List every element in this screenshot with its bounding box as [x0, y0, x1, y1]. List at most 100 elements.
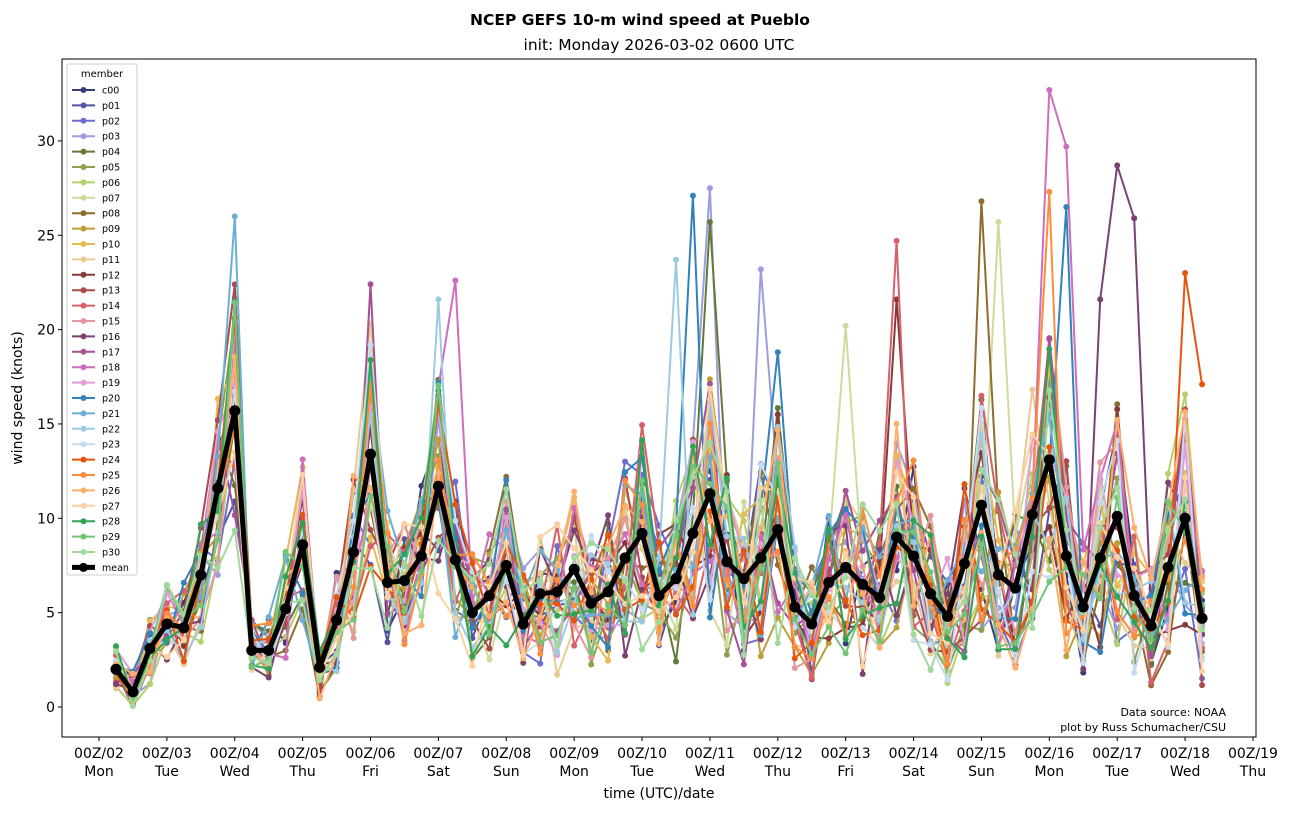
point-p25 [825, 593, 832, 600]
mean-point [857, 578, 869, 590]
point-p20 [299, 590, 306, 597]
mean-point [755, 552, 767, 564]
x-tick-label-day: Thu [288, 764, 315, 780]
point-p29 [197, 602, 204, 609]
point-p17 [1148, 653, 1155, 660]
point-p16 [1097, 296, 1104, 303]
point-p30 [639, 646, 646, 653]
mean-point [568, 563, 580, 575]
point-p12 [1182, 621, 1189, 628]
legend-title: member [81, 69, 124, 80]
point-p22 [639, 618, 646, 625]
legend-swatch-marker [80, 133, 87, 140]
point-p14 [978, 392, 985, 399]
point-p24 [656, 539, 663, 546]
point-p30 [740, 652, 747, 659]
legend-label: p09 [102, 224, 120, 235]
legend-label: p24 [102, 455, 120, 466]
point-p20 [978, 522, 985, 529]
point-p30 [537, 577, 544, 584]
point-p30 [316, 677, 323, 684]
point-p30 [774, 640, 781, 647]
point-p27 [740, 599, 747, 606]
point-p27 [808, 579, 815, 586]
point-p29 [961, 611, 968, 618]
x-tick-label-day: Fri [837, 764, 854, 780]
legend-item-p01: p01 [72, 101, 120, 112]
mean-point [653, 590, 665, 602]
point-p26 [1063, 646, 1070, 653]
point-p28 [876, 604, 883, 611]
legend-label: p08 [102, 209, 120, 220]
point-p07 [740, 498, 747, 505]
point-p08 [1114, 401, 1121, 408]
x-axis-label: time (UTC)/date [603, 786, 714, 802]
legend-swatch-marker [80, 379, 87, 386]
point-p18 [791, 581, 798, 588]
x-tick-label-day: Tue [154, 764, 179, 780]
legend-swatch-marker [80, 287, 87, 294]
mean-point [246, 644, 258, 656]
legend-label: p10 [102, 240, 120, 251]
point-p30 [418, 613, 425, 620]
point-p22 [757, 604, 764, 611]
point-p30 [876, 527, 883, 534]
legend-label: p29 [102, 532, 120, 543]
point-p28 [893, 600, 900, 607]
legend-swatch-marker [80, 256, 87, 263]
point-p09 [893, 624, 900, 631]
legend-label: p15 [102, 317, 120, 328]
point-p20 [1012, 616, 1019, 623]
mean-point [110, 663, 122, 675]
point-p05 [978, 627, 985, 634]
point-p19 [689, 438, 696, 445]
point-p30 [333, 650, 340, 657]
plot-frame [61, 58, 1257, 738]
point-p29 [995, 643, 1002, 650]
legend-label: p30 [102, 548, 120, 559]
point-p28 [1131, 619, 1138, 626]
point-p09 [774, 614, 781, 621]
legend-swatch-marker [80, 348, 87, 355]
point-p29 [876, 638, 883, 645]
y-tick-label: 0 [46, 700, 55, 716]
mean-point [958, 558, 970, 570]
point-p20 [689, 192, 696, 199]
point-p30 [808, 592, 815, 599]
point-p30 [384, 624, 391, 631]
point-p22 [605, 560, 612, 567]
point-p04 [672, 658, 679, 665]
point-p16 [1165, 479, 1172, 486]
x-tick-label-time: 00Z/09 [549, 746, 599, 762]
point-p28 [1046, 346, 1053, 353]
legend-label: p28 [102, 517, 120, 528]
point-p25 [163, 610, 170, 617]
point-p20 [1182, 610, 1189, 617]
x-tick-label-day: Wed [1170, 764, 1201, 780]
x-tick-label-day: Thu [1239, 764, 1266, 780]
point-p07 [995, 219, 1002, 226]
legend-item-p11: p11 [72, 255, 120, 266]
mean-point [280, 603, 292, 615]
point-p10 [367, 534, 374, 541]
legend-item-p03: p03 [72, 132, 120, 143]
point-p21 [265, 613, 272, 620]
point-p24 [723, 604, 730, 611]
point-p19 [757, 540, 764, 547]
legend-swatch-marker [80, 148, 87, 155]
point-p23 [995, 588, 1002, 595]
point-p28 [825, 526, 832, 533]
x-tick-label-day: Sun [493, 764, 520, 780]
mean-point [1162, 561, 1174, 573]
legend-item-p21: p21 [72, 409, 120, 420]
point-p28 [639, 437, 646, 444]
point-p13 [486, 645, 493, 652]
point-p30 [435, 537, 442, 544]
legend-label: p12 [102, 270, 120, 281]
point-p26 [656, 640, 663, 647]
point-p16 [1114, 162, 1121, 169]
point-p29 [1080, 571, 1087, 578]
mean-point [348, 546, 360, 558]
point-p22 [893, 523, 900, 530]
legend-label: p02 [102, 116, 120, 127]
